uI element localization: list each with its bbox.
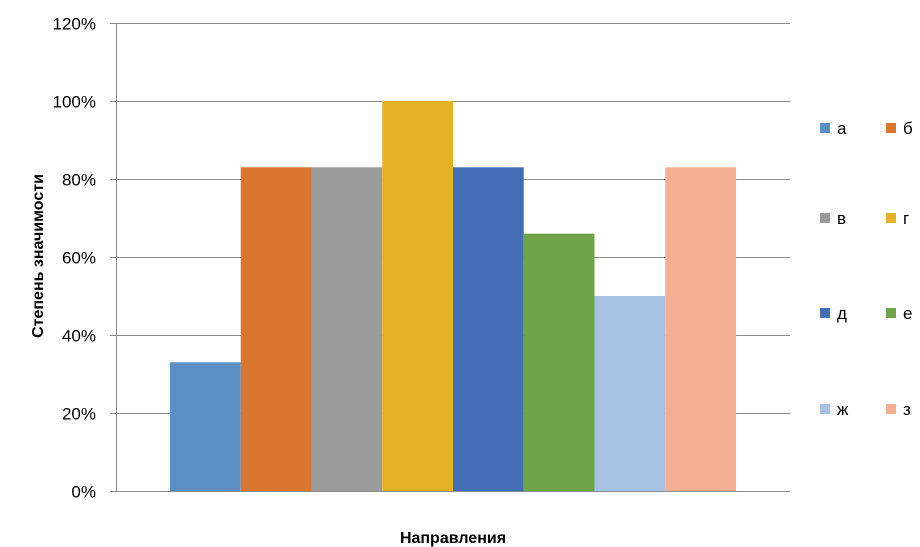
x-axis-title: Направления [400, 530, 506, 547]
legend-swatch-в [820, 213, 830, 223]
bar-а [170, 362, 241, 491]
bar-з [665, 167, 736, 492]
legend-label-е: е [903, 304, 912, 323]
y-tick-label: 20% [62, 405, 96, 424]
legend-swatch-з [886, 404, 896, 414]
y-tick-label: 0% [71, 483, 96, 502]
legend-swatch-а [820, 123, 830, 133]
y-tick-label: 40% [62, 327, 96, 346]
y-tick-label: 80% [62, 171, 96, 190]
y-axis-title: Степень значимости [30, 174, 47, 338]
legend-swatch-ж [820, 404, 830, 414]
bar-б [240, 167, 312, 492]
bars [116, 101, 790, 492]
legend-swatch-б [886, 123, 896, 133]
y-axis: 0% 20% 40% 60% 80% 100% 120% [53, 15, 117, 502]
legend-swatch-г [886, 213, 896, 223]
legend: а б в г д е ж з [820, 119, 913, 419]
legend-label-д: д [837, 304, 847, 323]
y-tick-label: 100% [53, 93, 96, 112]
legend-label-а: а [837, 119, 847, 138]
legend-label-ж: ж [837, 400, 849, 419]
legend-label-б: б [903, 119, 913, 138]
legend-swatch-е [886, 308, 896, 318]
legend-swatch-д [820, 308, 830, 318]
legend-label-г: г [903, 209, 909, 228]
bar-в [311, 167, 383, 492]
y-tick-label: 60% [62, 249, 96, 268]
bar-е [523, 233, 595, 491]
y-tick-label: 120% [53, 15, 96, 34]
legend-label-в: в [837, 209, 846, 228]
bar-г [382, 101, 453, 491]
bar-д [453, 167, 524, 492]
legend-label-з: з [903, 400, 911, 419]
bar-ж [594, 296, 666, 491]
